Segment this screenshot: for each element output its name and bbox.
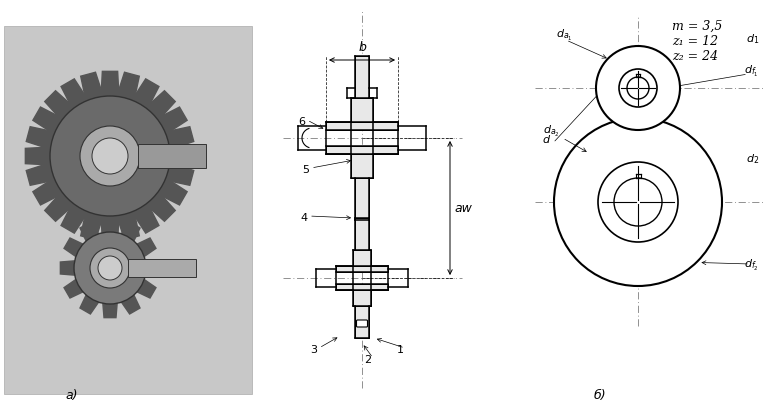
Circle shape [74,232,146,304]
Circle shape [619,69,657,107]
Circle shape [572,136,704,268]
Text: 1: 1 [397,345,403,355]
Text: $d_2$: $d_2$ [746,152,759,166]
Bar [355,178,369,220]
Polygon shape [117,72,139,101]
Polygon shape [33,107,63,134]
FancyBboxPatch shape [357,320,367,327]
Polygon shape [61,79,88,109]
Bar [336,284,388,290]
Bar [4,26,252,394]
Polygon shape [25,147,50,165]
Text: 4: 4 [300,213,308,223]
Polygon shape [165,127,194,149]
Text: m = 3,5: m = 3,5 [672,20,723,33]
Polygon shape [61,203,88,233]
Bar [326,122,398,130]
Polygon shape [157,178,187,205]
Polygon shape [146,91,175,120]
Bar [326,146,398,154]
Polygon shape [137,280,156,298]
Text: 5: 5 [303,165,309,175]
Circle shape [610,60,666,116]
Polygon shape [132,79,159,109]
Bar [353,250,371,266]
Text: $d_{a_1}$: $d_{a_1}$ [556,28,573,43]
Bar [355,306,369,338]
Bar [336,266,388,272]
Bar [138,144,206,168]
Text: aᴡ: aᴡ [454,201,472,215]
Polygon shape [165,163,194,185]
Circle shape [98,256,122,280]
Polygon shape [26,163,55,185]
Text: z₁ = 12: z₁ = 12 [672,35,718,48]
Polygon shape [64,238,83,257]
Polygon shape [121,295,140,314]
Bar [351,154,373,178]
Bar [353,290,371,306]
Text: 2: 2 [364,355,371,365]
Circle shape [564,128,712,276]
Polygon shape [80,295,99,314]
Bar [355,218,369,250]
Circle shape [90,248,130,288]
Circle shape [554,118,722,286]
Bar [355,56,369,98]
Text: 3: 3 [310,345,318,355]
Circle shape [50,96,170,216]
Polygon shape [157,107,187,134]
Text: $d_{a_2}$: $d_{a_2}$ [543,124,586,151]
Circle shape [614,178,662,226]
Polygon shape [81,72,103,101]
Circle shape [596,46,680,130]
Text: $d_{f_2}$: $d_{f_2}$ [744,258,759,273]
Text: z₂ = 24: z₂ = 24 [672,50,718,63]
Text: a): a) [66,389,78,402]
Circle shape [92,138,128,174]
Circle shape [80,126,140,186]
Polygon shape [137,238,156,257]
Circle shape [604,54,672,122]
Bar [128,259,196,277]
Bar [351,98,373,122]
Text: б): б) [594,389,607,402]
Circle shape [627,77,649,99]
Polygon shape [132,203,159,233]
Circle shape [598,162,678,242]
Text: 6: 6 [299,117,306,127]
Text: b: b [358,41,366,54]
Text: $d_1$: $d_1$ [746,32,759,46]
Polygon shape [101,72,119,97]
Polygon shape [64,280,83,298]
Polygon shape [45,91,74,120]
Text: $d$: $d$ [542,133,551,145]
Polygon shape [26,127,55,149]
Polygon shape [101,215,119,240]
Text: $d_{f_1}$: $d_{f_1}$ [744,64,759,79]
Polygon shape [60,261,75,275]
Polygon shape [45,192,74,221]
Polygon shape [33,178,63,205]
Polygon shape [103,303,117,318]
Polygon shape [145,261,160,275]
Polygon shape [121,222,140,241]
Polygon shape [170,147,195,165]
Polygon shape [146,192,175,221]
Polygon shape [117,211,139,240]
Polygon shape [80,222,99,241]
Polygon shape [103,218,117,233]
Polygon shape [81,211,103,240]
